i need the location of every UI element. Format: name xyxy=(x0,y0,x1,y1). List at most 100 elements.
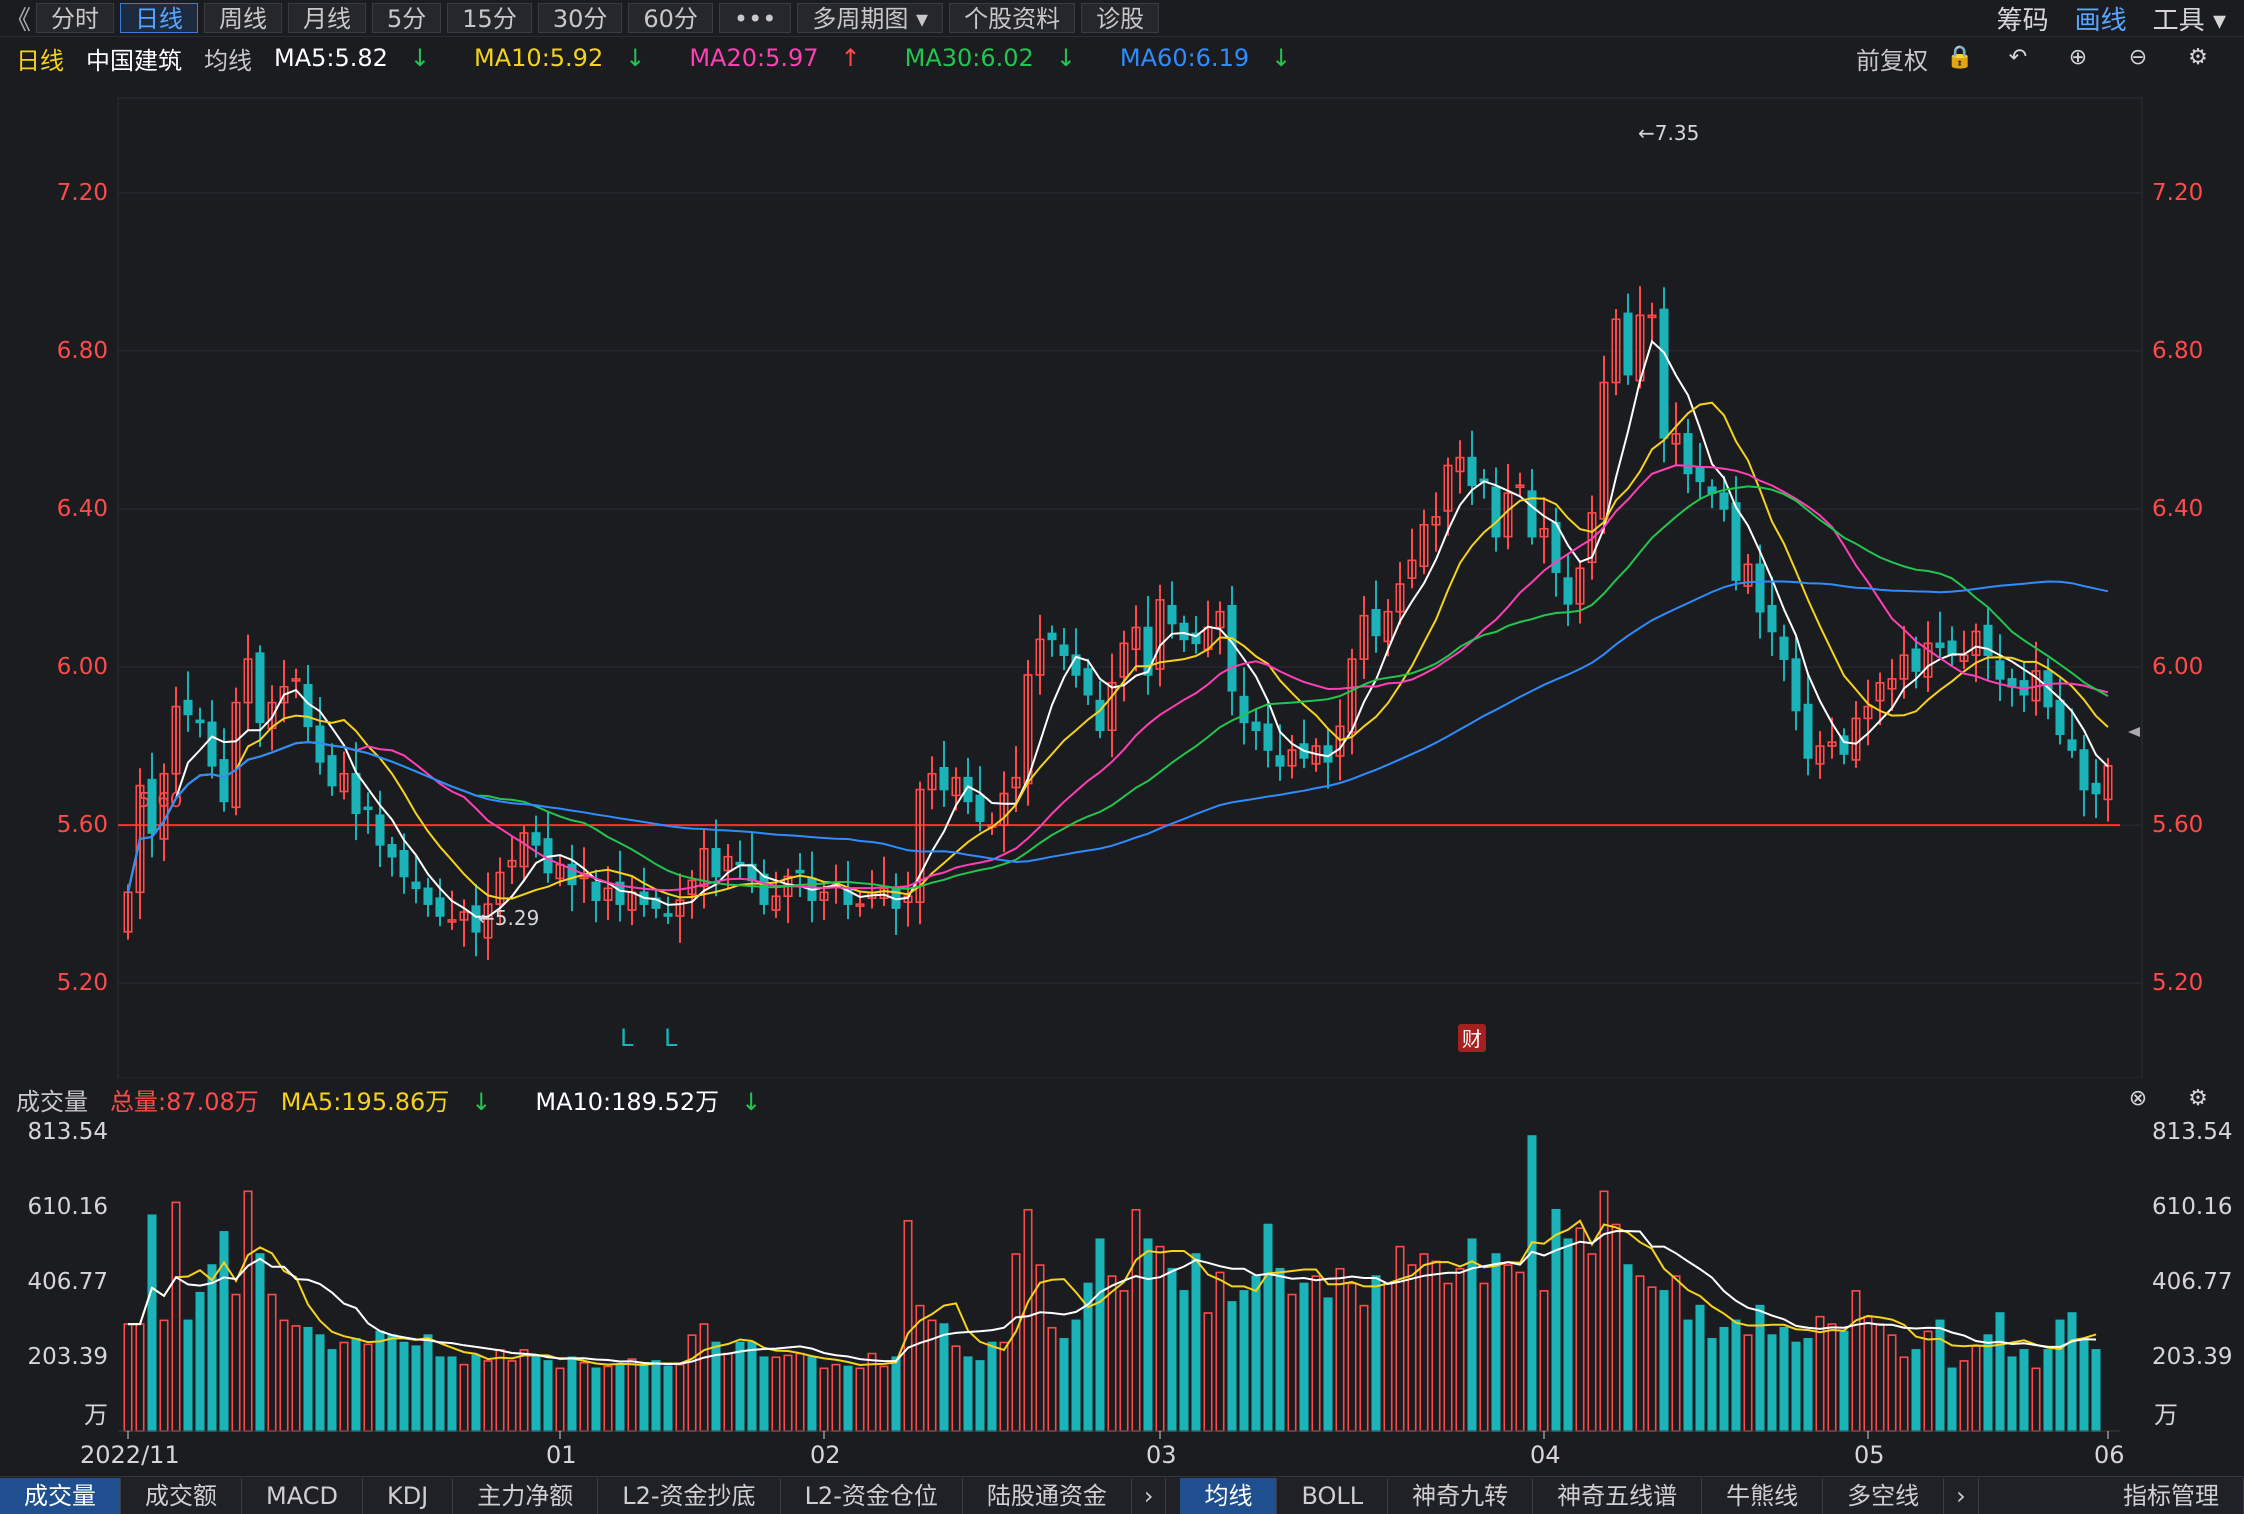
candle-body xyxy=(195,719,205,724)
zoom-out-icon[interactable]: ⊖ xyxy=(2128,45,2148,70)
date-label: 06 xyxy=(2094,1441,2125,1469)
price-axis-right: 7.20 6.80 6.40 6.00 5.60 5.20 xyxy=(2152,180,2203,996)
candle-body xyxy=(1143,626,1153,676)
candle-body xyxy=(1239,695,1249,724)
candle-body xyxy=(531,832,541,846)
multi-period-dropdown[interactable]: 多周期图 ▾ xyxy=(797,3,944,33)
price-tick-label: 7.20 xyxy=(2152,180,2203,206)
volume-bar xyxy=(315,1334,325,1432)
volume-bar xyxy=(195,1291,205,1432)
overlay-tab[interactable]: 多空线 xyxy=(1823,1477,1945,1514)
volume-bar xyxy=(507,1360,517,1432)
candle-body xyxy=(1491,486,1501,538)
volume-bar xyxy=(843,1365,853,1432)
candle-body xyxy=(1587,512,1597,564)
candle-body xyxy=(243,658,253,704)
period-tabs: 分时 日线 周线 月线 5分 15分 30分 60分 xyxy=(36,3,719,33)
candle-body xyxy=(675,899,685,917)
chevron-right-icon[interactable]: › xyxy=(1944,1477,1979,1514)
volume-chart[interactable]: 813.54 610.16 406.77 203.39 813.54 610.16 406… xyxy=(0,1119,2244,1476)
chevron-right-icon[interactable]: › xyxy=(1132,1477,1167,1514)
overlay-tab[interactable]: 牛熊线 xyxy=(1702,1477,1824,1514)
ma-label[interactable]: 均线 xyxy=(204,46,252,75)
adjust-mode-button[interactable]: 前复权 xyxy=(1856,46,1928,75)
indicator-manage-button[interactable]: 指标管理 xyxy=(2099,1477,2244,1514)
volume-bar xyxy=(1335,1267,1345,1432)
multi-period-label: 多周期图 xyxy=(812,5,909,33)
volume-bar xyxy=(1863,1315,1873,1432)
volume-bar xyxy=(135,1323,145,1432)
indicator-tab[interactable]: L2-资金抄底 xyxy=(598,1477,781,1514)
period-tab[interactable]: 分时 xyxy=(36,3,114,33)
close-icon[interactable]: ⊗ xyxy=(2128,1086,2148,1111)
volume-controls: ⊗ ⚙ xyxy=(2126,1087,2244,1111)
volume-bar xyxy=(1587,1253,1597,1432)
draw-line-button[interactable]: 画线 xyxy=(2074,5,2127,36)
indicator-tab[interactable]: 成交量 xyxy=(0,1477,121,1514)
lock-icon[interactable]: 🔒 xyxy=(1946,45,1974,70)
volume-bar xyxy=(171,1201,181,1432)
candle-body xyxy=(1431,516,1441,526)
volume-bar xyxy=(2019,1349,2029,1432)
candle-body xyxy=(1287,749,1297,767)
overlay-tab[interactable]: 均线 xyxy=(1180,1477,1278,1514)
volume-label[interactable]: 成交量 xyxy=(16,1087,88,1116)
stock-info-button[interactable]: 个股资料 xyxy=(949,3,1076,33)
volume-bar xyxy=(663,1365,673,1432)
candle-body xyxy=(1419,523,1429,568)
period-tab[interactable]: 周线 xyxy=(204,3,282,33)
signal-l-1: L xyxy=(620,1024,634,1052)
period-toolbar: 《 分时 日线 周线 月线 5分 15分 30分 60分 ••• 多周期图 ▾ 个股资料 诊股… xyxy=(0,0,2244,37)
volume-bar xyxy=(1707,1338,1717,1432)
candle-body xyxy=(1647,314,1657,319)
overlay-tab[interactable]: 神奇五线谱 xyxy=(1533,1477,1703,1514)
overlay-tab[interactable]: 神奇九转 xyxy=(1388,1477,1534,1514)
candle-body xyxy=(1611,318,1621,384)
volume-axis-right: 813.54 610.16 406.77 203.39 xyxy=(2152,1119,2232,1370)
period-tab[interactable]: 30分 xyxy=(537,3,623,33)
indicator-tab[interactable]: 陆股通资金 xyxy=(963,1477,1132,1514)
volume-bar xyxy=(1035,1264,1045,1432)
candle-body xyxy=(1683,433,1693,475)
ma20-line xyxy=(127,464,2109,893)
price-chart[interactable]: 7.20 6.80 6.40 6.00 5.60 5.20 7.20 6.80 6.40 6.0… xyxy=(0,78,2244,1078)
finance-badge[interactable]: 财 xyxy=(1458,1024,1486,1052)
stock-name[interactable]: 中国建筑 xyxy=(86,46,182,75)
diagnose-button[interactable]: 诊股 xyxy=(1081,3,1160,33)
volume-bar xyxy=(1971,1345,1981,1432)
candle-body xyxy=(231,701,241,809)
indicator-tab[interactable]: MACD xyxy=(242,1477,363,1514)
volume-bar xyxy=(231,1293,241,1432)
candle-body xyxy=(1875,682,1885,702)
volume-bar xyxy=(339,1341,349,1432)
period-tab[interactable]: 15分 xyxy=(447,3,532,33)
settings-icon[interactable]: ⚙ xyxy=(2188,1086,2208,1111)
period-tab[interactable]: 60分 xyxy=(628,3,713,33)
indicator-tab[interactable]: 主力净额 xyxy=(453,1477,599,1514)
undo-icon[interactable]: ↶ xyxy=(2008,45,2028,70)
volume-bar xyxy=(903,1220,913,1432)
tools-dropdown[interactable]: 工具 ▾ xyxy=(2153,0,2226,37)
indicator-tab[interactable]: KDJ xyxy=(363,1477,454,1514)
period-tab[interactable]: 5分 xyxy=(372,3,442,33)
ma5-line xyxy=(127,339,2109,918)
collapse-icon[interactable]: 《 xyxy=(4,5,31,36)
volume-bar xyxy=(1959,1360,1969,1432)
zoom-in-icon[interactable]: ⊕ xyxy=(2068,45,2088,70)
candle-body xyxy=(459,911,469,921)
more-periods-button[interactable]: ••• xyxy=(718,3,792,33)
indicator-tab[interactable]: 成交额 xyxy=(121,1477,242,1514)
chips-button[interactable]: 筹码 xyxy=(1996,5,2049,36)
period-tab[interactable]: 日线 xyxy=(120,3,198,33)
settings-icon[interactable]: ⚙ xyxy=(2188,45,2208,70)
volume-bar xyxy=(1191,1253,1201,1432)
indicator-tab[interactable]: L2-资金仓位 xyxy=(781,1477,963,1514)
candle-body xyxy=(1659,308,1669,439)
volume-ma-line xyxy=(128,1230,2097,1366)
volume-bar xyxy=(819,1367,829,1432)
period-tab[interactable]: 月线 xyxy=(288,3,366,33)
ma20-value: MA20:5.97 ↑ xyxy=(689,44,861,72)
candle-body xyxy=(423,887,433,905)
candle-body xyxy=(711,848,721,878)
overlay-tab[interactable]: BOLL xyxy=(1277,1477,1389,1514)
